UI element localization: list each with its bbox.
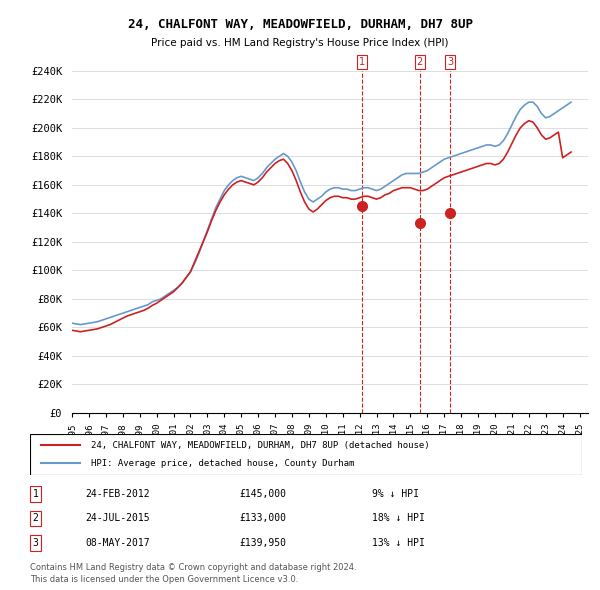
Text: £133,000: £133,000: [240, 513, 287, 523]
Text: £139,950: £139,950: [240, 538, 287, 548]
Text: 3: 3: [447, 57, 453, 67]
Text: 24-JUL-2015: 24-JUL-2015: [85, 513, 150, 523]
Text: 08-MAY-2017: 08-MAY-2017: [85, 538, 150, 548]
Text: 24-FEB-2012: 24-FEB-2012: [85, 489, 150, 499]
Text: 24, CHALFONT WAY, MEADOWFIELD, DURHAM, DH7 8UP (detached house): 24, CHALFONT WAY, MEADOWFIELD, DURHAM, D…: [91, 441, 430, 450]
Text: 9% ↓ HPI: 9% ↓ HPI: [372, 489, 419, 499]
Text: 2: 2: [32, 513, 38, 523]
Text: 18% ↓ HPI: 18% ↓ HPI: [372, 513, 425, 523]
Text: Contains HM Land Registry data © Crown copyright and database right 2024.: Contains HM Land Registry data © Crown c…: [30, 563, 356, 572]
Text: HPI: Average price, detached house, County Durham: HPI: Average price, detached house, Coun…: [91, 459, 354, 468]
Text: 24, CHALFONT WAY, MEADOWFIELD, DURHAM, DH7 8UP: 24, CHALFONT WAY, MEADOWFIELD, DURHAM, D…: [128, 18, 473, 31]
Text: 1: 1: [359, 57, 365, 67]
FancyBboxPatch shape: [30, 434, 582, 475]
Text: Price paid vs. HM Land Registry's House Price Index (HPI): Price paid vs. HM Land Registry's House …: [151, 38, 449, 48]
Text: This data is licensed under the Open Government Licence v3.0.: This data is licensed under the Open Gov…: [30, 575, 298, 584]
Text: 1: 1: [32, 489, 38, 499]
Text: 13% ↓ HPI: 13% ↓ HPI: [372, 538, 425, 548]
Text: £145,000: £145,000: [240, 489, 287, 499]
Text: 2: 2: [417, 57, 423, 67]
Text: 3: 3: [32, 538, 38, 548]
